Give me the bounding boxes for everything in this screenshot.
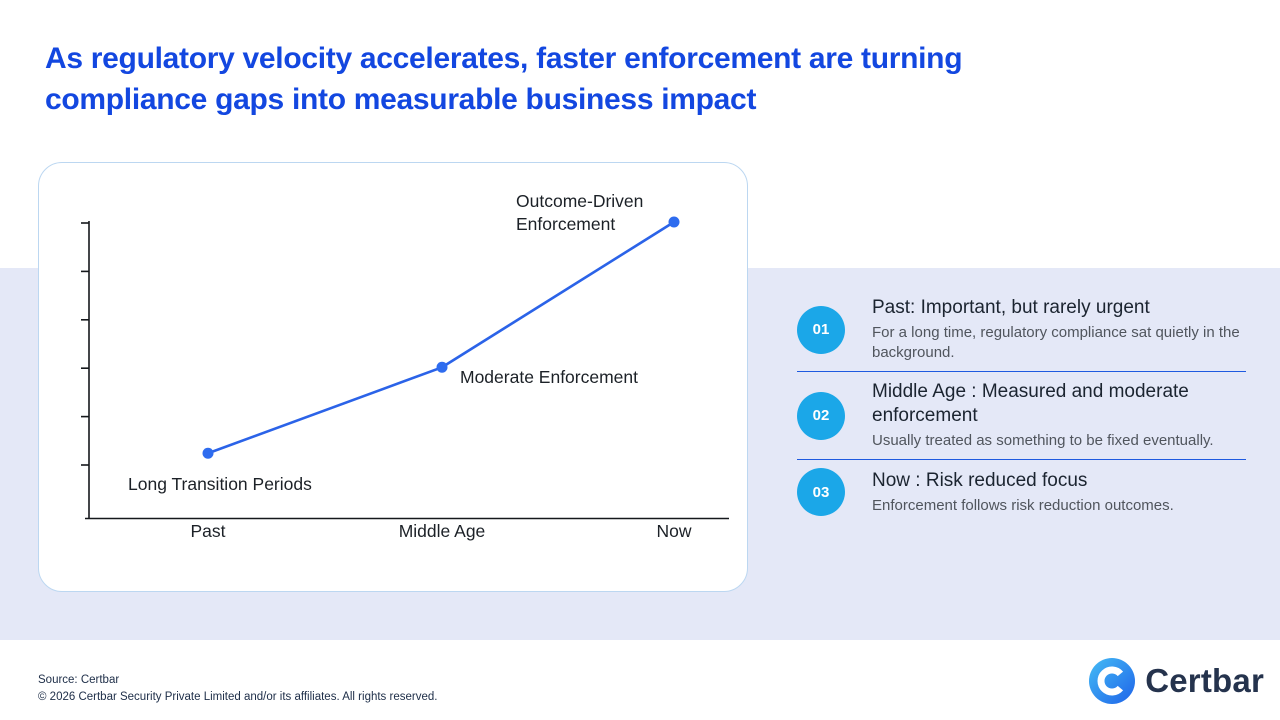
step-number-badge: 03: [797, 468, 845, 516]
step-item-middle-age: 02 Middle Age : Measured and moderate en…: [797, 371, 1246, 459]
step-text: Middle Age : Measured and moderate enfor…: [872, 380, 1246, 451]
step-heading: Past: Important, but rarely urgent: [872, 297, 1150, 318]
slide-title-line-1: As regulatory velocity accelerates, fast…: [45, 42, 963, 75]
certbar-logo-icon: [1089, 658, 1136, 704]
slide-title-line-2: compliance gaps into measurable business…: [45, 83, 757, 116]
chart-annotation: Enforcement: [516, 214, 615, 234]
chart-annotation: Outcome-Driven: [516, 191, 643, 211]
chart-annotation: Long Transition Periods: [128, 474, 312, 494]
copyright-line: © 2026 Certbar Security Private Limited …: [38, 691, 438, 703]
step-number-badge: 02: [797, 391, 845, 440]
step-heading: Middle Age : Measured and moderate enfor…: [872, 381, 1189, 426]
x-axis-label: Now: [656, 521, 691, 541]
x-axis-label: Middle Age: [399, 521, 486, 541]
x-axis-label: Past: [190, 521, 225, 541]
chart-card: Long Transition Periods Moderate Enforcem…: [38, 162, 748, 592]
step-text: Past: Important, but rarely urgent For a…: [872, 296, 1246, 363]
chart-point: [436, 361, 448, 373]
enforcement-trend-chart: Long Transition Periods Moderate Enforcem…: [81, 191, 729, 541]
step-body: For a long time, regulatory compliance s…: [872, 324, 1240, 361]
footer: Source: Certbar © 2026 Certbar Security …: [0, 640, 1280, 720]
step-text: Now : Risk reduced focus Enforcement fol…: [872, 469, 1246, 516]
chart-annotation: Moderate Enforcement: [460, 367, 638, 387]
step-body: Usually treated as something to be fixed…: [872, 432, 1214, 449]
slide-title: As regulatory velocity accelerates, fast…: [45, 38, 1225, 120]
step-item-now: 03 Now : Risk reduced focus Enforcement …: [797, 459, 1246, 524]
chart-point: [668, 216, 680, 228]
step-number-badge: 01: [797, 305, 845, 354]
certbar-logo: Certbar: [1089, 658, 1264, 704]
step-heading: Now : Risk reduced focus: [872, 469, 1088, 491]
footer-text: Source: Certbar © 2026 Certbar Security …: [38, 672, 437, 706]
step-item-past: 01 Past: Important, but rarely urgent Fo…: [797, 288, 1246, 371]
steps-panel: 01 Past: Important, but rarely urgent Fo…: [797, 288, 1246, 524]
chart-line: [207, 220, 675, 455]
certbar-logo-text: Certbar: [1145, 662, 1264, 699]
step-body: Enforcement follows risk reduction outco…: [872, 496, 1174, 514]
chart-point: [202, 447, 214, 459]
source-line: Source: Certbar: [38, 674, 120, 686]
